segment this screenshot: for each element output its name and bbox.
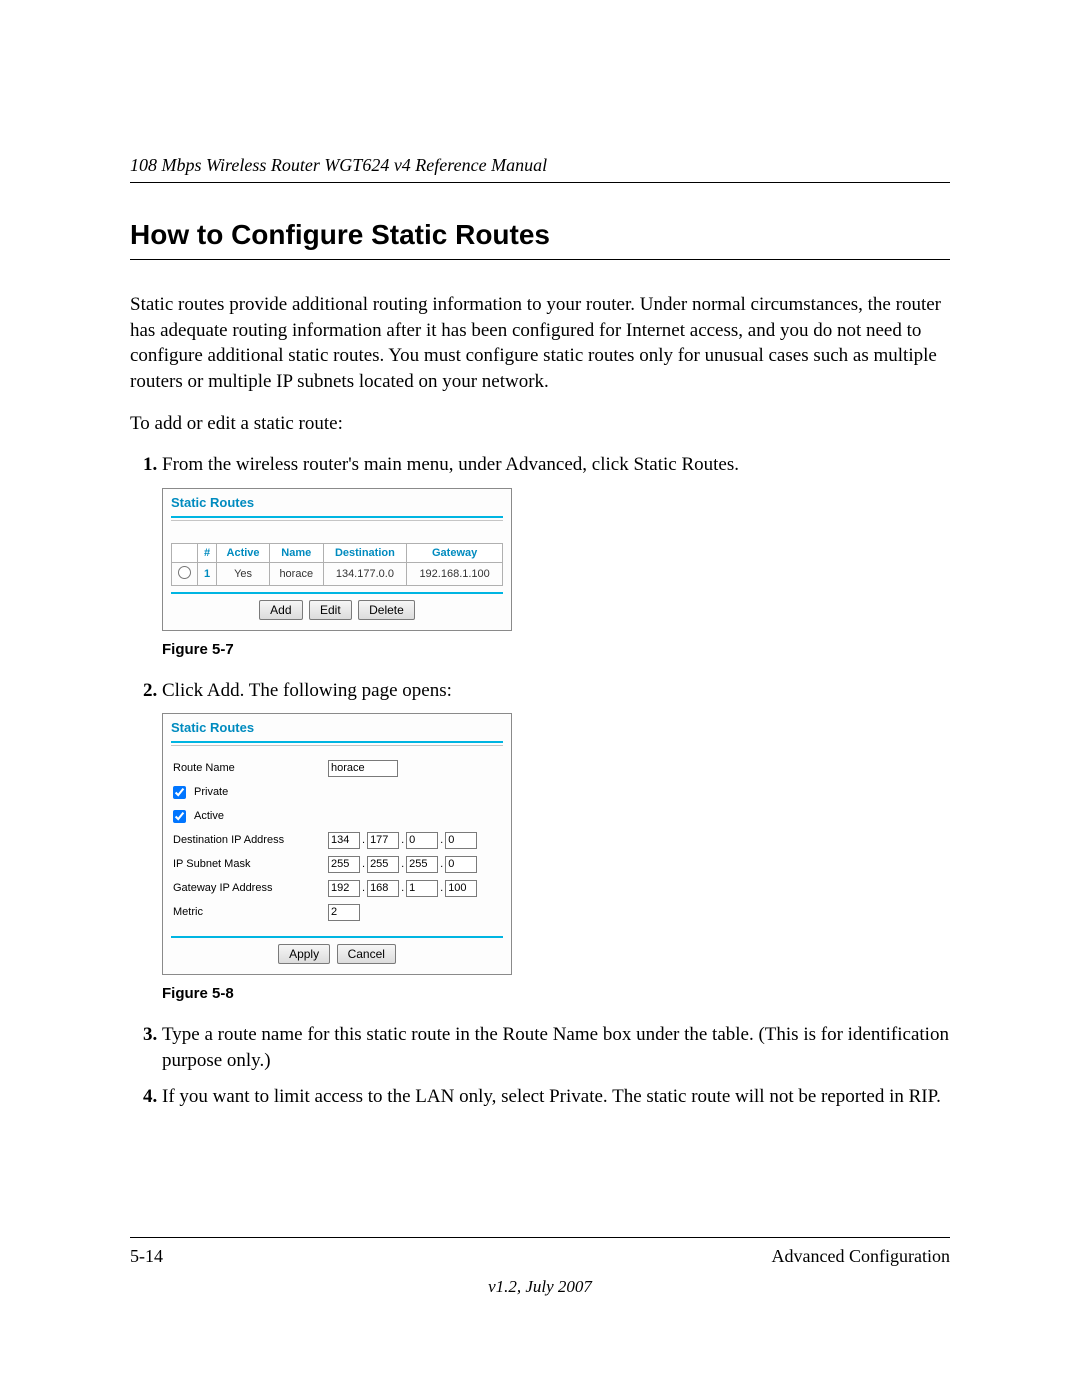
row-num: 1 bbox=[198, 562, 217, 585]
dest-ip-octet-1[interactable] bbox=[328, 832, 360, 849]
active-label: Active bbox=[190, 810, 224, 822]
row-destination: 134.177.0.0 bbox=[323, 562, 407, 585]
panel-button-row: Apply Cancel bbox=[171, 936, 503, 974]
figure-5-8: Static Routes Route Name Private Active … bbox=[162, 713, 950, 975]
metric-label: Metric bbox=[173, 906, 328, 918]
dest-ip-octet-4[interactable] bbox=[445, 832, 477, 849]
add-button[interactable]: Add bbox=[259, 600, 302, 620]
private-checkbox[interactable] bbox=[173, 786, 186, 799]
static-routes-list-panel: Static Routes # Active Name Destination … bbox=[162, 488, 512, 631]
figure-5-7: Static Routes # Active Name Destination … bbox=[162, 488, 950, 631]
section-title: How to Configure Static Routes bbox=[130, 219, 950, 260]
subnet-octet-1[interactable] bbox=[328, 856, 360, 873]
cancel-button[interactable]: Cancel bbox=[337, 944, 396, 964]
dest-ip-octet-2[interactable] bbox=[367, 832, 399, 849]
gateway-octet-4[interactable] bbox=[445, 880, 477, 897]
page-footer: 5-14 Advanced Configuration v1.2, July 2… bbox=[130, 1237, 950, 1297]
step-2: Click Add. The following page opens: bbox=[162, 678, 950, 704]
figure-5-8-caption: Figure 5-8 bbox=[162, 985, 950, 1002]
step-list: Click Add. The following page opens: bbox=[130, 678, 950, 704]
page-number: 5-14 bbox=[130, 1246, 163, 1267]
routes-table: # Active Name Destination Gateway 1 Yes bbox=[171, 543, 503, 586]
divider bbox=[171, 516, 503, 518]
row-name: horace bbox=[269, 562, 323, 585]
edit-button[interactable]: Edit bbox=[309, 600, 352, 620]
col-name: Name bbox=[269, 543, 323, 562]
dest-ip-label: Destination IP Address bbox=[173, 834, 328, 846]
table-header-row: # Active Name Destination Gateway bbox=[172, 543, 503, 562]
panel-button-row: Add Edit Delete bbox=[171, 592, 503, 630]
subnet-octet-3[interactable] bbox=[406, 856, 438, 873]
version-line: v1.2, July 2007 bbox=[130, 1277, 950, 1297]
gateway-octet-1[interactable] bbox=[328, 880, 360, 897]
divider bbox=[171, 741, 503, 743]
row-radio[interactable] bbox=[178, 566, 191, 579]
footer-rule bbox=[130, 1237, 950, 1238]
subnet-label: IP Subnet Mask bbox=[173, 858, 328, 870]
col-gateway: Gateway bbox=[407, 543, 503, 562]
step-1: From the wireless router's main menu, un… bbox=[162, 452, 950, 478]
section-name: Advanced Configuration bbox=[772, 1246, 950, 1267]
table-row: 1 Yes horace 134.177.0.0 192.168.1.100 bbox=[172, 562, 503, 585]
running-header: 108 Mbps Wireless Router WGT624 v4 Refer… bbox=[130, 155, 950, 183]
panel-title: Static Routes bbox=[163, 714, 511, 737]
col-destination: Destination bbox=[323, 543, 407, 562]
row-active: Yes bbox=[217, 562, 270, 585]
step-list: From the wireless router's main menu, un… bbox=[130, 452, 950, 478]
apply-button[interactable]: Apply bbox=[278, 944, 330, 964]
step-list: Type a route name for this static route … bbox=[130, 1022, 950, 1109]
step-3: Type a route name for this static route … bbox=[162, 1022, 950, 1073]
step-4: If you want to limit access to the LAN o… bbox=[162, 1084, 950, 1110]
subnet-octet-4[interactable] bbox=[445, 856, 477, 873]
col-active: Active bbox=[217, 543, 270, 562]
document-page: 108 Mbps Wireless Router WGT624 v4 Refer… bbox=[0, 0, 1080, 1397]
intro-paragraph: Static routes provide additional routing… bbox=[130, 292, 950, 395]
metric-input[interactable] bbox=[328, 904, 360, 921]
active-checkbox[interactable] bbox=[173, 810, 186, 823]
form-area: Route Name Private Active Destination IP… bbox=[163, 746, 511, 930]
row-gateway: 192.168.1.100 bbox=[407, 562, 503, 585]
delete-button[interactable]: Delete bbox=[358, 600, 415, 620]
private-label: Private bbox=[190, 786, 228, 798]
divider bbox=[171, 520, 503, 521]
route-name-input[interactable] bbox=[328, 760, 398, 777]
route-name-label: Route Name bbox=[173, 762, 328, 774]
panel-title: Static Routes bbox=[163, 489, 511, 512]
gateway-label: Gateway IP Address bbox=[173, 882, 328, 894]
static-routes-form-panel: Static Routes Route Name Private Active … bbox=[162, 713, 512, 975]
row-select-cell bbox=[172, 562, 198, 585]
col-num: # bbox=[198, 543, 217, 562]
gateway-octet-2[interactable] bbox=[367, 880, 399, 897]
dest-ip-octet-3[interactable] bbox=[406, 832, 438, 849]
figure-5-7-caption: Figure 5-7 bbox=[162, 641, 950, 658]
gateway-octet-3[interactable] bbox=[406, 880, 438, 897]
subnet-octet-2[interactable] bbox=[367, 856, 399, 873]
lead-in: To add or edit a static route: bbox=[130, 411, 950, 437]
